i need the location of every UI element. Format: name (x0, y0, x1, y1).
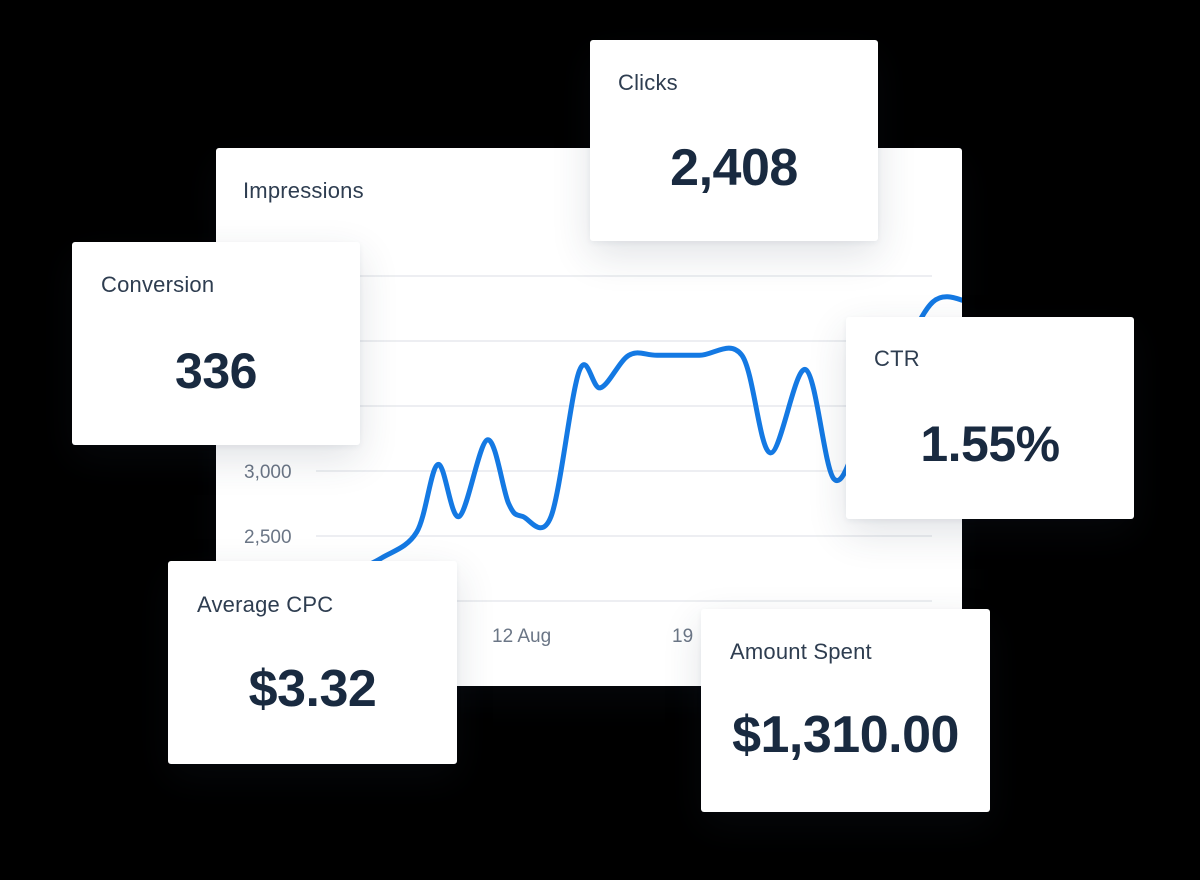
data-point (655, 353, 660, 358)
ctr-value: 1.55% (920, 416, 1060, 472)
conversion-card: Conversion 336 (72, 242, 360, 445)
data-point (577, 368, 582, 373)
conversion-value: 336 (175, 343, 257, 399)
data-point (930, 300, 935, 305)
amount-spent-value: $1,310.00 (732, 706, 959, 764)
data-point (739, 353, 744, 358)
ctr-card: CTR 1.55% (846, 317, 1134, 519)
data-point (435, 462, 440, 467)
data-point (506, 501, 511, 506)
average-cpc-label: Average CPC (197, 592, 334, 617)
clicks-value: 2,408 (670, 139, 798, 197)
data-point (485, 437, 490, 442)
y-tick-label: 2,500 (244, 527, 292, 548)
data-point (520, 514, 525, 519)
conversion-label: Conversion (101, 272, 215, 297)
amount-spent-card: Amount Spent $1,310.00 (701, 609, 990, 812)
data-point (697, 353, 702, 358)
ctr-label: CTR (874, 346, 920, 371)
clicks-label: Clicks (618, 70, 678, 95)
data-point (598, 385, 603, 390)
data-point (831, 476, 836, 481)
y-tick-label: 3,000 (244, 462, 292, 483)
impressions-line-chart: 2,500 3,000 12 Aug 19 (244, 275, 962, 647)
chart-title: Impressions (243, 178, 364, 203)
data-point (768, 450, 773, 455)
clicks-card: Clicks 2,408 (590, 40, 878, 241)
average-cpc-card: Average CPC $3.32 (168, 561, 457, 764)
data-point (549, 514, 554, 519)
data-point (414, 530, 419, 535)
data-point (457, 514, 462, 519)
average-cpc-value: $3.32 (248, 660, 377, 718)
data-point (803, 367, 808, 372)
data-point (626, 353, 631, 358)
data-point (379, 556, 384, 561)
x-tick-label: 12 Aug (492, 626, 551, 647)
amount-spent-label: Amount Spent (730, 639, 872, 664)
x-tick-label: 19 (672, 626, 693, 647)
